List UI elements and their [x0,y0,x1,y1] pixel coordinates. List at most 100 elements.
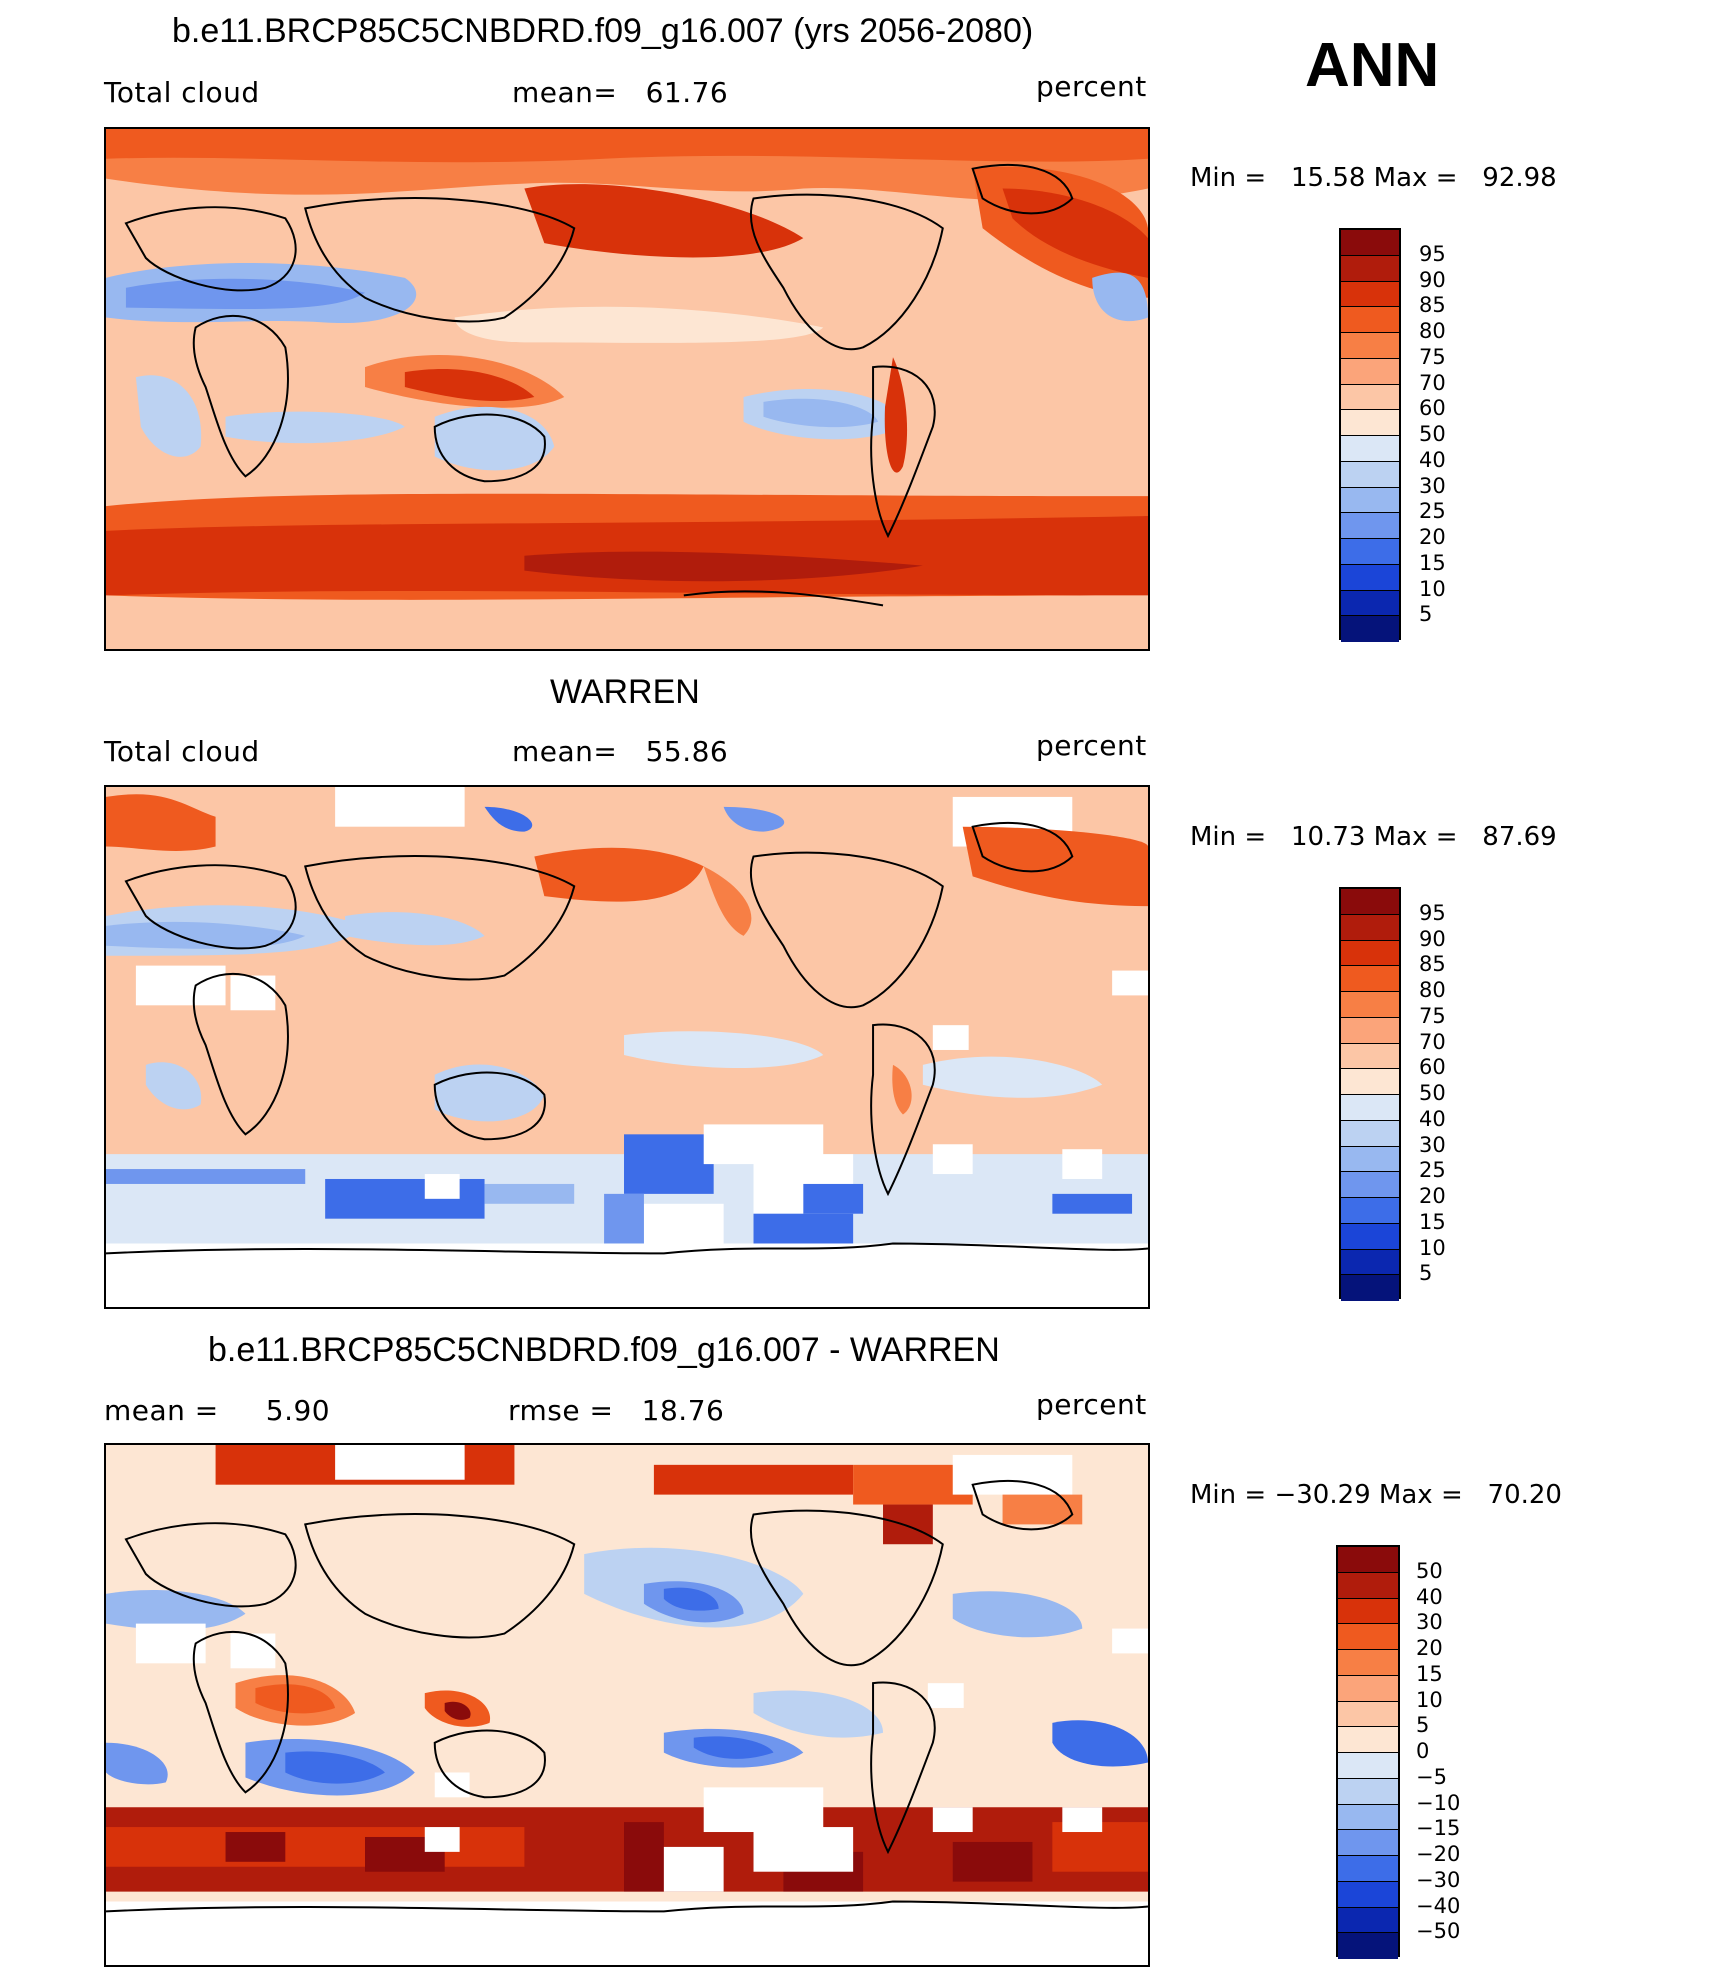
colorbar-tick-label: 40 [1419,1106,1446,1131]
colorbar-tick-label: 70 [1419,370,1446,395]
colorbar-tick-label: 50 [1416,1558,1443,1583]
colorbar-tick-label: 75 [1419,1003,1446,1028]
colorbar-tick-label: 10 [1416,1687,1443,1712]
colorbar-tick-label: 75 [1419,344,1446,369]
panel-1-minmax: Min = 15.58 Max = 92.98 [1190,163,1557,193]
colorbar-tick-label: 30 [1419,1132,1446,1157]
panel-2-contour-field [106,787,1148,1307]
panel-1-title: b.e11.BRCP85C5CNBDRD.f09_g16.007 (yrs 20… [172,12,1034,50]
colorbar-swatch [1341,230,1399,256]
colorbar-swatch [1341,616,1399,642]
colorbar-swatch [1338,1598,1398,1625]
colorbar-tick-label: −40 [1416,1893,1461,1918]
season-label: ANN [1305,31,1440,100]
colorbar-swatch [1341,281,1399,308]
panel-1-colorbar-labels: 95 90 85 80 75 70 60 50 40 30 25 20 15 10 5 [1419,228,1479,640]
panel-3-title: b.e11.BRCP85C5CNBDRD.f09_g16.007 - WARRE… [208,1331,1000,1369]
colorbar-tick-label: 20 [1419,1184,1446,1208]
panel-3-rmse-label: rmse = 18.76 [508,1394,725,1427]
colorbar-swatch [1341,1120,1399,1147]
colorbar-swatch [1338,1624,1398,1650]
colorbar-tick-label: 95 [1419,900,1446,925]
colorbar-tick-label: 15 [1419,550,1446,575]
colorbar-swatch [1341,940,1399,967]
colorbar-swatch [1338,1572,1398,1599]
colorbar-tick-label: 30 [1419,473,1446,498]
colorbar-swatch [1341,539,1399,565]
colorbar-tick-label: 0 [1416,1739,1430,1763]
panel-2-title: WARREN [550,673,700,711]
panel-3-units-label: percent [1036,1388,1147,1421]
colorbar-tick-label: −10 [1416,1790,1461,1815]
panel-2-map [104,785,1150,1309]
colorbar-tick-label: 15 [1419,1209,1446,1234]
panel-2-minmax: Min = 10.73 Max = 87.69 [1190,822,1557,852]
colorbar-tick-label: −20 [1416,1842,1461,1866]
colorbar-tick-label: 15 [1416,1661,1443,1686]
colorbar-tick-label: 50 [1419,422,1446,446]
colorbar-tick-label: 5 [1416,1713,1430,1738]
colorbar-tick-label: 25 [1419,499,1446,524]
panel-3-mean-label: mean = 5.90 [104,1394,331,1427]
colorbar-swatch [1341,384,1399,411]
colorbar-swatch [1341,255,1399,282]
colorbar-swatch [1341,889,1399,915]
colorbar-tick-label: 20 [1419,525,1446,549]
colorbar-swatch [1341,1172,1399,1198]
colorbar-tick-label: −15 [1416,1816,1461,1841]
colorbar-tick-label: 10 [1419,576,1446,601]
colorbar-swatch [1341,1223,1399,1250]
colorbar-swatch [1341,1275,1399,1301]
panel-2-colorbar [1339,887,1401,1301]
colorbar-swatch [1341,410,1399,436]
colorbar-swatch [1341,1146,1399,1173]
panel-1-contour-field [106,129,1148,649]
colorbar-swatch [1341,436,1399,462]
colorbar-swatch [1338,1753,1398,1779]
colorbar-swatch [1341,1017,1399,1044]
colorbar-swatch [1341,1069,1399,1095]
panel-3-map [104,1443,1150,1967]
colorbar-swatch [1338,1547,1398,1573]
colorbar-swatch [1341,461,1399,488]
colorbar-tick-label: 5 [1419,602,1433,627]
colorbar-tick-label: 60 [1419,396,1446,421]
colorbar-tick-label: 95 [1419,241,1446,266]
colorbar-tick-label: 20 [1416,1636,1443,1660]
colorbar-swatch [1341,1198,1399,1224]
colorbar-swatch [1338,1830,1398,1856]
panel-1-map [104,127,1150,651]
panel-1-units-label: percent [1036,70,1147,103]
colorbar-swatch [1341,1249,1399,1276]
colorbar-tick-label: −30 [1416,1867,1461,1892]
colorbar-tick-label: 85 [1419,293,1446,318]
panel-3-contour-field [106,1445,1148,1965]
colorbar-tick-label: 80 [1419,978,1446,1002]
panel-1-colorbar [1339,228,1401,642]
colorbar-swatch [1341,564,1399,591]
colorbar-tick-label: 90 [1419,267,1446,292]
colorbar-swatch [1341,358,1399,385]
colorbar-swatch [1341,966,1399,992]
colorbar-tick-label: −50 [1416,1919,1461,1944]
colorbar-swatch [1338,1675,1398,1702]
colorbar-swatch [1338,1804,1398,1831]
panel-2-units-label: percent [1036,729,1147,762]
panel-2-variable-label: Total cloud [104,735,260,768]
colorbar-swatch [1341,914,1399,941]
colorbar-tick-label: −5 [1416,1764,1447,1789]
colorbar-swatch [1341,307,1399,333]
colorbar-tick-label: 85 [1419,952,1446,977]
colorbar-swatch [1338,1650,1398,1676]
colorbar-tick-label: 10 [1419,1235,1446,1260]
colorbar-tick-label: 50 [1419,1081,1446,1105]
panel-3-colorbar [1336,1545,1400,1959]
panel-1-variable-label: Total cloud [104,76,260,109]
colorbar-swatch [1341,1043,1399,1070]
colorbar-tick-label: 80 [1419,319,1446,343]
colorbar-swatch [1338,1907,1398,1934]
panel-2-colorbar-labels: 95 90 85 80 75 70 60 50 40 30 25 20 15 10 5 [1419,887,1479,1299]
colorbar-swatch [1341,590,1399,617]
panel-3-minmax: Min = −30.29 Max = 70.20 [1190,1480,1562,1510]
colorbar-tick-label: 30 [1416,1610,1443,1635]
